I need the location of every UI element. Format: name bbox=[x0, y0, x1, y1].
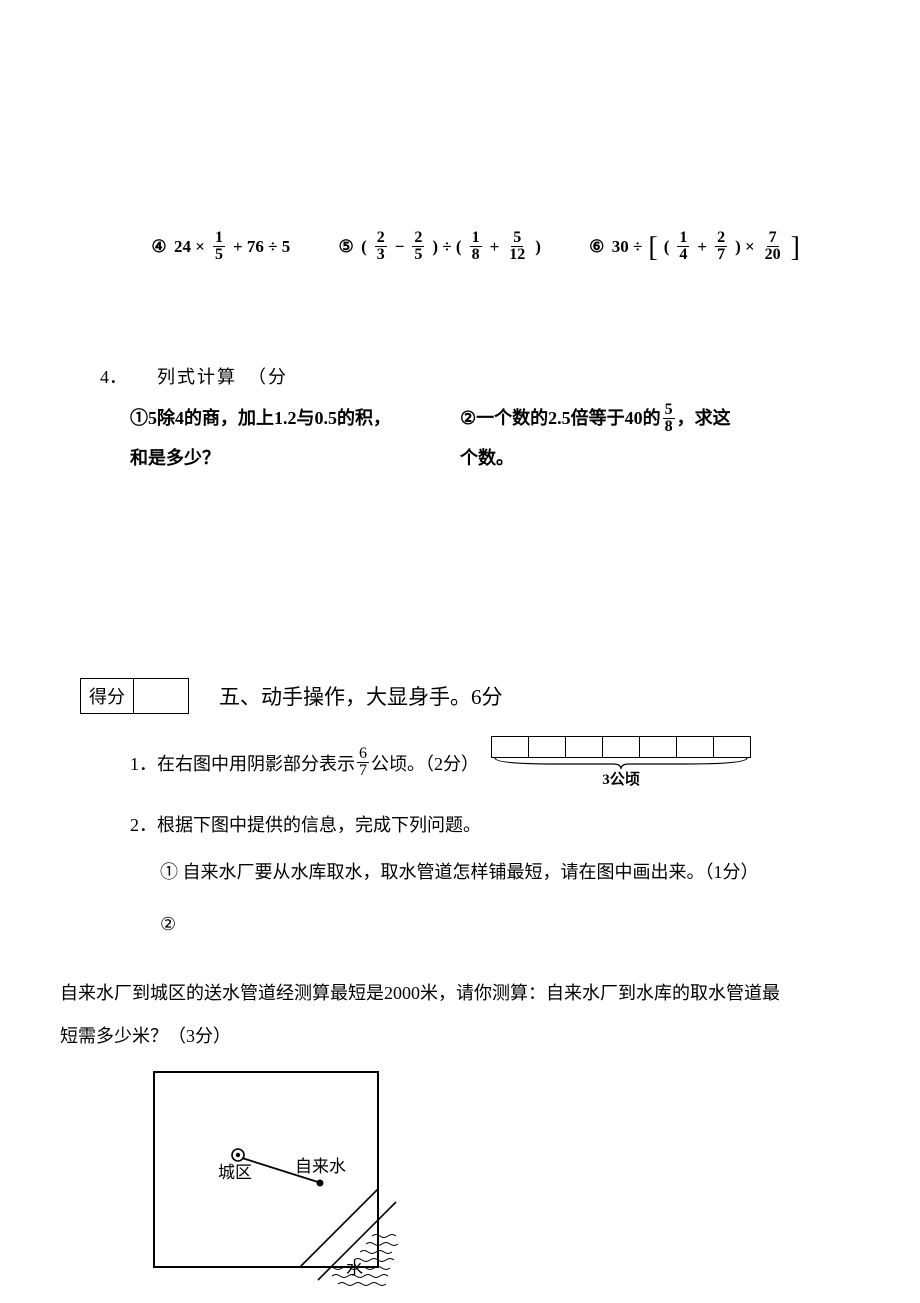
q4-sub1-marker: ① bbox=[130, 408, 148, 428]
water-diagram: 城区 自来水 水 bbox=[150, 1068, 920, 1303]
bar-cell bbox=[714, 737, 751, 757]
eq5-m2: + bbox=[490, 237, 500, 257]
score-label: 得分 bbox=[81, 679, 134, 713]
section5-q1: 1． 在右图中用阴影部分表示 6 7 公顷。（2分） 3公顷 bbox=[130, 736, 840, 789]
eq5-frac1: 2 3 bbox=[375, 230, 387, 263]
plant-dot-icon bbox=[317, 1179, 324, 1186]
q4-header-partial: 列式计算 （分 bbox=[157, 363, 288, 385]
eq5-frac2: 2 5 bbox=[412, 230, 424, 263]
q1-frac: 6 7 bbox=[357, 746, 369, 779]
eq5-a: ( bbox=[361, 237, 367, 257]
marker-6: ⑥ bbox=[588, 237, 606, 257]
bar-cell bbox=[603, 737, 640, 757]
plant-label: 自来水 bbox=[295, 1157, 346, 1176]
q1-post: 公顷。（2分） bbox=[371, 750, 479, 776]
left-bracket-icon: [ bbox=[648, 232, 657, 264]
eq4-a: 24 × bbox=[174, 237, 205, 257]
eq5-frac3: 1 8 bbox=[470, 230, 482, 263]
eq6-b: ( bbox=[664, 237, 670, 257]
eq6-frac2: 2 7 bbox=[715, 230, 727, 263]
city-dot-icon bbox=[236, 1153, 240, 1157]
q4-sub2-line2: 个数。 bbox=[460, 439, 820, 479]
section5-title: 五、动手操作，大显身手。6分 bbox=[219, 681, 503, 711]
eq4-f1n: 1 bbox=[213, 230, 225, 247]
eq5-c: ) bbox=[535, 237, 541, 257]
score-box: 得分 bbox=[80, 678, 189, 714]
eq6-a: 30 ÷ bbox=[612, 237, 643, 257]
eq4-b: + 76 ÷ 5 bbox=[233, 237, 290, 257]
q2-s2-marker: ② bbox=[160, 914, 176, 934]
eq5-b: ) ÷ ( bbox=[432, 237, 461, 257]
eq6-m1: + bbox=[697, 237, 707, 257]
q2-number: 2． bbox=[130, 815, 157, 835]
q2-s1-text: 自来水厂要从水库取水，取水管道怎样铺最短，请在图中画出来。（1分） bbox=[183, 862, 759, 882]
bar-cell bbox=[529, 737, 566, 757]
equation-5: ⑤ ( 2 3 − 2 5 ) ÷ ( 1 8 + 5 12 ) bbox=[337, 230, 541, 263]
q4-sub2-post: ，求这 bbox=[677, 399, 731, 439]
longtext-b: 短需多少米？（3分） bbox=[60, 1026, 231, 1046]
bar-cell bbox=[492, 737, 529, 757]
q2-s1-marker: ① bbox=[160, 862, 178, 882]
city-label: 城区 bbox=[218, 1163, 252, 1182]
eq5-m1: − bbox=[395, 237, 405, 257]
eq6-c: ) × bbox=[735, 237, 755, 257]
q1-number: 1． bbox=[130, 750, 157, 776]
bar-cell bbox=[566, 737, 603, 757]
longtext-a: 自来水厂到城区的送水管道经测算最短是2000米，请你测算：自来水厂到水库的取水管… bbox=[60, 983, 780, 1003]
eq5-frac4: 5 12 bbox=[507, 230, 527, 263]
q1-pre: 在右图中用阴影部分表示 bbox=[157, 750, 355, 776]
q4-number: 4． bbox=[100, 363, 127, 389]
score-blank[interactable] bbox=[134, 679, 188, 713]
section5-longtext: 自来水厂到城区的送水管道经测算最短是2000米，请你测算：自来水厂到水库的取水管… bbox=[60, 972, 860, 1058]
section-5: 得分 五、动手操作，大显身手。6分 1． 在右图中用阴影部分表示 6 7 公顷。… bbox=[80, 678, 840, 941]
q4-sub2: ②一个数的2.5倍等于40的 5 8 ，求这 个数。 bbox=[460, 399, 820, 478]
q4-sub2-marker: ② bbox=[460, 399, 476, 439]
q4-sub1-line2: 和是多少？ bbox=[130, 448, 220, 468]
equation-row: ④ 24 × 1 5 + 76 ÷ 5 ⑤ ( 2 3 − 2 5 ) ÷ ( … bbox=[150, 230, 800, 263]
marker-4: ④ bbox=[150, 237, 168, 257]
eq4-f1d: 5 bbox=[213, 247, 225, 263]
diagram-svg: 城区 自来水 水 bbox=[150, 1068, 410, 1298]
q4-sub1-line1: 5除4的商，加上1.2与0.5的积， bbox=[148, 408, 391, 428]
question-4: 4． 列式计算 （分 ①5除4的商，加上1.2与0.5的积， 和是多少？ ②一个… bbox=[100, 363, 920, 478]
equation-4: ④ 24 × 1 5 + 76 ÷ 5 bbox=[150, 230, 290, 263]
bar-cell bbox=[640, 737, 677, 757]
q4-sub2-pre: 一个数的2.5倍等于40的 bbox=[476, 399, 661, 439]
q4-sub1: ①5除4的商，加上1.2与0.5的积， 和是多少？ bbox=[130, 399, 460, 478]
q1-bar-table bbox=[491, 736, 751, 758]
water-label: 水 bbox=[346, 1259, 363, 1278]
right-bracket-icon: ] bbox=[791, 232, 800, 264]
section5-q2: 2．根据下图中提供的信息，完成下列问题。 ① 自来水厂要从水库取水，取水管道怎样… bbox=[130, 811, 840, 941]
river-bank-1 bbox=[300, 1189, 378, 1267]
q2-text: 根据下图中提供的信息，完成下列问题。 bbox=[157, 815, 481, 835]
equation-6: ⑥ 30 ÷ [ ( 1 4 + 2 7 ) × 7 20 ] bbox=[588, 230, 800, 263]
q4-sub2-frac: 5 8 bbox=[663, 402, 675, 435]
eq6-frac1: 1 4 bbox=[677, 230, 689, 263]
bar-cell bbox=[677, 737, 714, 757]
eq4-frac1: 1 5 bbox=[213, 230, 225, 263]
marker-5: ⑤ bbox=[337, 237, 355, 257]
q1-bar-label: 3公顷 bbox=[602, 768, 640, 789]
q1-bar-diagram: 3公顷 bbox=[491, 736, 751, 789]
eq6-frac3: 7 20 bbox=[763, 230, 783, 263]
